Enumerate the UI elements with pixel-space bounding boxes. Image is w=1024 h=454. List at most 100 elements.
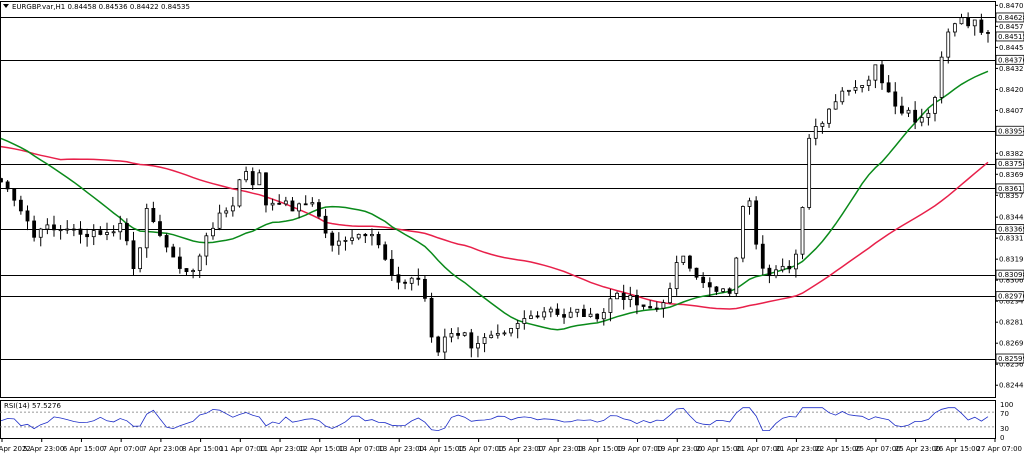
candle <box>297 202 301 219</box>
candle <box>191 268 196 279</box>
candle-body <box>449 333 454 338</box>
level-tag-box <box>995 183 1024 194</box>
candle <box>972 19 977 36</box>
candle-body <box>297 203 301 212</box>
candle <box>780 258 785 273</box>
candle-body <box>840 90 845 103</box>
candle-body <box>71 228 76 231</box>
candle-body <box>389 258 394 276</box>
candle-body <box>807 137 812 208</box>
candle-body <box>913 109 918 123</box>
candle <box>674 255 679 296</box>
candle <box>754 196 759 250</box>
candle <box>376 231 381 249</box>
candle <box>535 311 540 319</box>
time-tick-label: 11 Apr 23:00 <box>259 445 305 453</box>
candle-body <box>648 306 653 309</box>
candle <box>429 292 434 343</box>
candle-body <box>952 23 957 33</box>
candle <box>370 228 374 246</box>
candle-body <box>694 267 699 278</box>
candle-body <box>674 262 679 290</box>
candle <box>727 287 732 297</box>
candle-body <box>681 255 686 263</box>
candle-body <box>131 240 136 270</box>
candle-body <box>886 82 891 93</box>
candle-body <box>78 228 83 235</box>
time-tick-label: 26 Apr 15:00 <box>934 445 980 453</box>
candle <box>158 214 162 238</box>
candle <box>131 231 136 276</box>
candle-body <box>582 308 586 317</box>
rsi-panel: RSI(14) 57.5276 100 70 30 0 <box>0 400 1013 442</box>
candle <box>959 13 964 25</box>
candle-body <box>509 328 513 334</box>
candle <box>177 247 182 274</box>
candle <box>913 101 918 130</box>
candle-body <box>575 308 580 313</box>
time-tick-label: 7 Apr 07:00 <box>103 445 144 453</box>
candle-body <box>250 171 255 186</box>
candle-body <box>820 122 825 127</box>
candle-body <box>5 181 10 190</box>
candle-body <box>615 292 619 300</box>
candle-body <box>270 202 275 206</box>
time-tick-label: 22 Apr 15:00 <box>815 445 861 453</box>
candle <box>986 30 990 43</box>
level-tag-label: 0.84515 <box>998 33 1024 41</box>
candle <box>303 195 308 206</box>
candle-body <box>866 79 871 86</box>
candle-body <box>204 235 209 257</box>
candle-body <box>893 91 898 107</box>
candle-body <box>787 265 792 270</box>
candle-body <box>972 19 977 27</box>
candle <box>290 197 295 212</box>
collapse-triangle-icon[interactable] <box>3 4 9 8</box>
candle <box>184 268 189 276</box>
candlesticks <box>0 12 990 360</box>
candle-body <box>827 108 831 124</box>
candle-body <box>522 318 527 324</box>
candle <box>171 243 176 258</box>
candle <box>774 265 778 279</box>
candle <box>489 330 494 339</box>
candle <box>350 229 354 245</box>
time-tick-label: 20 Apr 15:00 <box>696 445 742 453</box>
ma-fast-line <box>0 70 989 331</box>
level-tag-box <box>995 12 1024 23</box>
candle-body <box>370 233 374 237</box>
level-tag: 0.83369 <box>995 224 1024 234</box>
candle-body <box>350 237 354 241</box>
candle <box>270 198 275 211</box>
candle-body <box>562 314 566 318</box>
level-tag-box <box>995 54 1024 65</box>
candle-body <box>793 253 798 270</box>
candle-body <box>442 336 447 353</box>
candle-body <box>224 210 229 214</box>
candle <box>886 75 891 93</box>
candle <box>144 203 149 258</box>
candle <box>853 80 858 94</box>
candle <box>615 291 619 300</box>
candle-body <box>727 288 732 294</box>
candle-body <box>343 239 348 242</box>
time-tick-label: 8 Apr 15:00 <box>182 445 223 453</box>
candle <box>906 107 911 118</box>
candle-body <box>277 202 282 205</box>
candle-body <box>495 332 500 336</box>
candle-body <box>588 313 593 317</box>
candle <box>217 204 222 231</box>
candle-body <box>933 97 937 114</box>
candle-body <box>714 286 719 292</box>
time-tick-label: 21 Apr 07:00 <box>736 445 782 453</box>
candle <box>317 199 321 219</box>
candle-body <box>595 313 600 320</box>
candle-body <box>668 288 672 304</box>
time-tick-label: 27 Apr 07:00 <box>976 445 1022 453</box>
candle <box>820 121 825 134</box>
candle <box>661 299 666 318</box>
